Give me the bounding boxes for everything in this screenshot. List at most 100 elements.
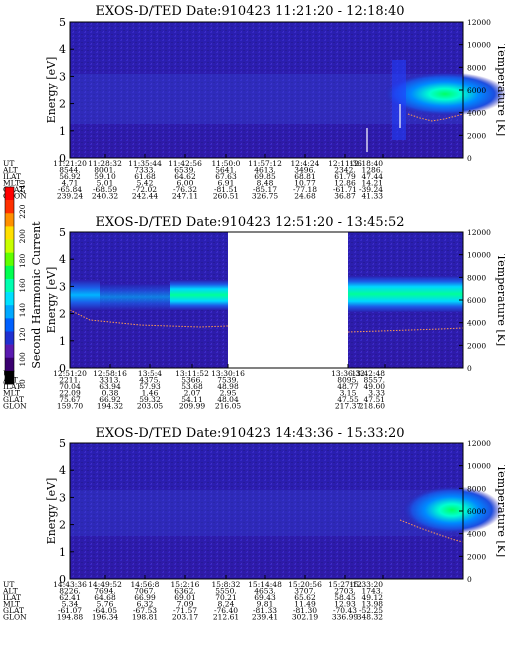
colorbar-swatch: [5, 187, 14, 201]
orbit-cell: 58.45: [334, 593, 356, 602]
orbit-cell: 6.32: [137, 600, 154, 609]
panel-2-y2-ticks: 0 2000 4000 6000 8000 10000 12000: [459, 228, 491, 373]
orbit-cell: 14:49:52: [88, 580, 122, 589]
orbit-cell: 65.62: [294, 593, 316, 602]
orbit-cell: 196.34: [92, 613, 118, 622]
orbit-cell: 326.75: [252, 192, 278, 201]
orbit-cell: 70.21: [215, 593, 236, 602]
colorbar: 80 100 120 140 160 180 200 220 240 Second Harmon…: [4, 180, 43, 389]
orbit-cell: 47.55: [337, 395, 359, 404]
orbit-cell: 70.04: [59, 382, 81, 391]
orbit-cell: 0.38: [102, 389, 119, 398]
y2-tick-label: 4000: [467, 319, 486, 328]
orbit-cell: 242.44: [132, 192, 158, 201]
orbit-cell: -65.84: [58, 185, 82, 194]
orbit-cell: 2.07: [184, 389, 201, 398]
y-tick-label: 4: [59, 43, 66, 56]
orbit-cell: -61.71: [333, 185, 357, 194]
orbit-cell: 6.91: [218, 179, 235, 188]
panel-1-y2label: Temperature [K]: [495, 44, 505, 136]
orbit-cell: 69.85: [254, 172, 276, 181]
orbit-cell: 49.12: [362, 593, 384, 602]
orbit-cell: 63.94: [99, 382, 121, 391]
panel-3: EXOS-D/TED Date:910423 14:43:36 - 15:33:…: [2, 426, 505, 622]
panel-1-y2-ticks: 0 2000 4000 6000 8000 10000 12000: [459, 18, 491, 163]
orbit-row-label: GLAT: [3, 606, 24, 615]
orbit-row-label: GLON: [3, 192, 27, 201]
colorbar-tick-label: 240: [18, 180, 27, 195]
panel-1-y-ticks: 0 1 2 3 4 5: [59, 16, 74, 165]
orbit-cell: 59.32: [139, 395, 161, 404]
panel-2-band-left: [70, 280, 100, 310]
orbit-cell: 2211.: [59, 376, 80, 385]
orbit-cell: 13:36:32: [331, 369, 365, 378]
orbit-cell: 48.98: [217, 382, 239, 391]
orbit-cell: -68.59: [93, 185, 117, 194]
orbit-cell: 4613.: [254, 166, 275, 175]
orbit-cell: 13:11:52: [175, 369, 209, 378]
y-tick-label: 3: [59, 280, 66, 293]
orbit-cell: 48.77: [337, 382, 359, 391]
orbit-cell: 66.92: [99, 395, 121, 404]
y2-tick-label: 4000: [467, 109, 486, 118]
orbit-cell: 64.68: [94, 593, 116, 602]
orbit-cell: 6.00: [177, 179, 194, 188]
panel-2-ylabel: Energy [eV]: [45, 267, 58, 334]
orbit-cell: 159.70: [57, 402, 83, 411]
orbit-cell: 194.88: [57, 613, 83, 622]
orbit-cell: 11.49: [294, 600, 316, 609]
panel-3-orbit-table: UTALTILATMLTGLATGLON14:43:368226.62.415.…: [2, 575, 384, 622]
orbit-cell: 7.09: [177, 600, 194, 609]
panel-1-title: EXOS-D/TED Date:910423 11:21:20 - 12:18:…: [95, 4, 404, 19]
orbit-cell: 302.19: [292, 613, 318, 622]
orbit-cell: -81.51: [214, 185, 238, 194]
colorbar-swatch: [5, 265, 14, 280]
orbit-cell: 203.17: [172, 613, 198, 622]
orbit-cell: 13:42:48: [351, 369, 385, 378]
orbit-cell: 3.33: [368, 389, 385, 398]
orbit-row-label: ALT: [2, 166, 18, 175]
orbit-cell: 13:5:4: [138, 369, 162, 378]
orbit-cell: 5641.: [215, 166, 236, 175]
orbit-row-label: MLT: [3, 179, 20, 188]
colorbar-tick-label: 220: [18, 204, 27, 219]
colorbar-swatches: [5, 187, 14, 385]
panel-3-ylabel: Energy [eV]: [45, 478, 58, 545]
y-tick-label: 1: [59, 125, 66, 138]
y2-tick-label: 2000: [467, 131, 486, 140]
orbit-cell: 14:43:36: [53, 580, 87, 589]
orbit-cell: 5.76: [97, 600, 114, 609]
colorbar-swatch: [5, 318, 14, 332]
orbit-cell: 47.44: [362, 172, 384, 181]
colorbar-tick-label: 80: [18, 379, 27, 389]
panel-2-band-middle: [100, 284, 170, 310]
panel-3-title: EXOS-D/TED Date:910423 14:43:36 - 15:33:…: [95, 426, 404, 441]
y2-tick-label: 0: [467, 575, 472, 584]
orbit-cell: 212.61: [213, 613, 239, 622]
orbit-cell: 1743.: [362, 587, 383, 596]
panel-2-orbit-table: UTALTILATMLTGLATGLON12:51:202211.70.0422…: [2, 364, 386, 411]
y2-tick-label: 12000: [467, 18, 491, 27]
orbit-cell: 14.21: [362, 179, 383, 188]
orbit-cell: -52.25: [359, 606, 383, 615]
panel-3-y2-ticks: 0 2000 4000 6000 8000 10000 12000: [459, 439, 491, 584]
y-tick-label: 5: [59, 16, 66, 29]
orbit-row-label: ALT: [2, 587, 18, 596]
y-tick-label: 3: [59, 491, 66, 504]
y2-tick-label: 2000: [467, 341, 486, 350]
y2-tick-label: 10000: [467, 41, 491, 50]
orbit-cell: 4.71: [62, 179, 79, 188]
orbit-cell: 8095.: [337, 376, 358, 385]
orbit-cell: -67.53: [133, 606, 157, 615]
panel-3-hot-region: [402, 486, 502, 534]
colorbar-swatch: [5, 213, 14, 227]
orbit-cell: 48.04: [217, 395, 239, 404]
orbit-cell: 5.42: [137, 179, 154, 188]
colorbar-swatch: [5, 357, 14, 372]
panel-1-spike: [392, 60, 406, 140]
orbit-cell: 59.10: [94, 172, 116, 181]
y2-tick-label: 12000: [467, 439, 491, 448]
orbit-cell: 4375.: [139, 376, 160, 385]
orbit-cell: -72.02: [133, 185, 157, 194]
